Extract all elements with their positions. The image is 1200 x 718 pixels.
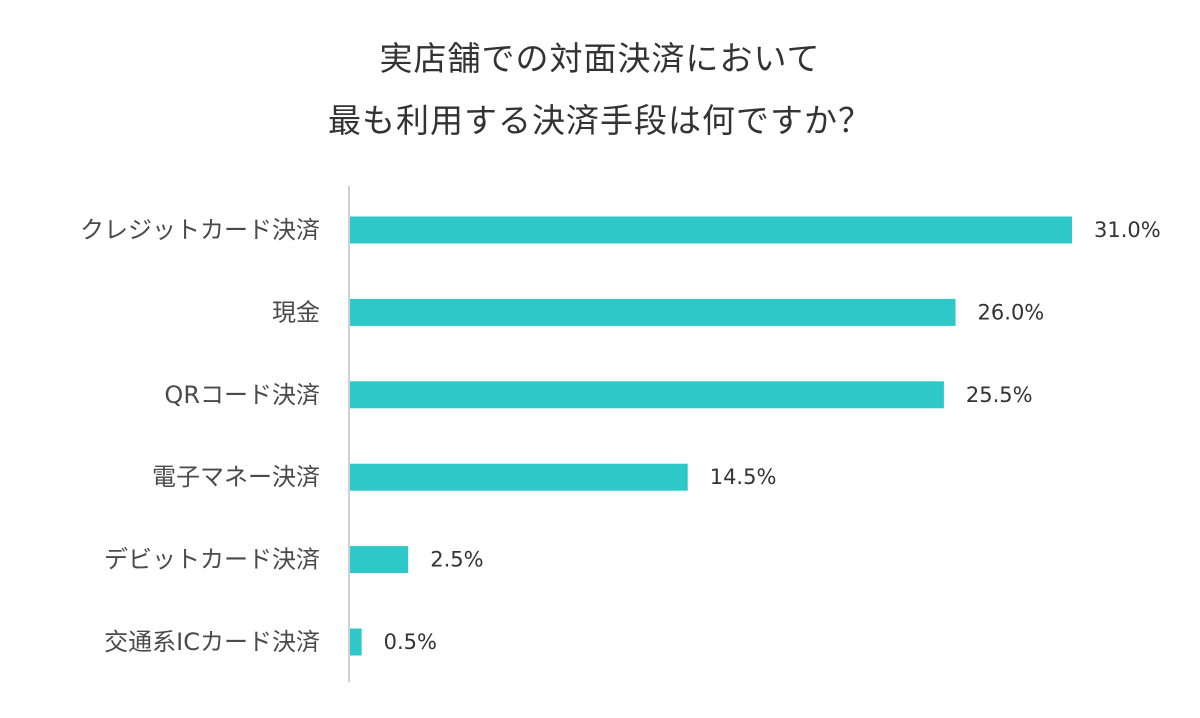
category-label: 交通系ICカード決済	[104, 628, 320, 656]
category-label: 現金	[272, 298, 320, 326]
value-label: 31.0%	[1094, 218, 1161, 242]
chart-title-line-2: 最も利用する決済手段は何ですか？	[328, 101, 872, 140]
value-label: 25.5%	[966, 383, 1033, 407]
category-label: 電子マネー決済	[152, 463, 320, 491]
value-label: 2.5%	[430, 548, 483, 572]
category-label: デビットカード決済	[104, 546, 320, 574]
bars-group	[350, 216, 1072, 656]
bar	[350, 298, 956, 326]
category-label: クレジットカード決済	[80, 216, 320, 244]
value-label: 0.5%	[384, 630, 437, 654]
value-label: 14.5%	[710, 465, 777, 489]
chart-title-line-1: 実店舗での対面決済において	[379, 39, 821, 78]
category-label: QRコード決済	[164, 381, 320, 409]
bar	[350, 381, 944, 409]
bar	[350, 463, 688, 491]
bar	[350, 628, 362, 656]
bar	[350, 546, 409, 574]
value-label: 26.0%	[978, 300, 1045, 324]
bar	[350, 216, 1072, 244]
value-labels-group: 31.0% 26.0% 25.5% 14.5% 2.5% 0.5%	[384, 218, 1161, 654]
